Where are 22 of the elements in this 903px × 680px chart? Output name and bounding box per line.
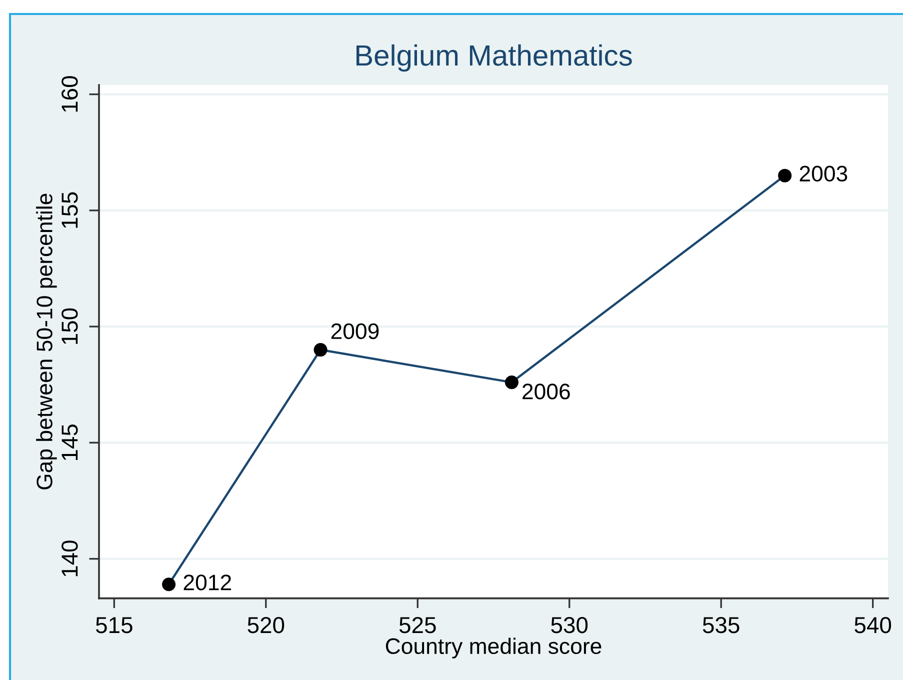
- y-tick-label: 150: [62, 308, 78, 344]
- annotation: 2012: [184, 574, 232, 590]
- point: [162, 578, 176, 592]
- x-tick-label: 530: [551, 616, 588, 634]
- annotation: 2009: [331, 323, 379, 340]
- x-axis-title: Country median score: [386, 638, 602, 658]
- y-tick-label: 140: [62, 540, 78, 576]
- y-axis-title: Gap between 50-10 percentile: [36, 194, 57, 490]
- x-tick-label: 540: [854, 616, 892, 634]
- y-tick-label: 155: [62, 192, 78, 228]
- point: [314, 343, 328, 357]
- x-tick-label: 535: [702, 616, 740, 634]
- y-tick-label: 160: [62, 76, 78, 112]
- x-tick-label: 515: [96, 617, 132, 634]
- point: [504, 376, 518, 390]
- annotation: 2006: [522, 384, 570, 400]
- annotation: 2003: [800, 166, 848, 182]
- point: [778, 168, 792, 182]
- y-tick-label: 145: [62, 424, 78, 460]
- x-tick-label: 525: [399, 616, 436, 634]
- x-tick-label: 520: [248, 616, 284, 634]
- chart-title: Belgium Mathematics: [356, 44, 632, 72]
